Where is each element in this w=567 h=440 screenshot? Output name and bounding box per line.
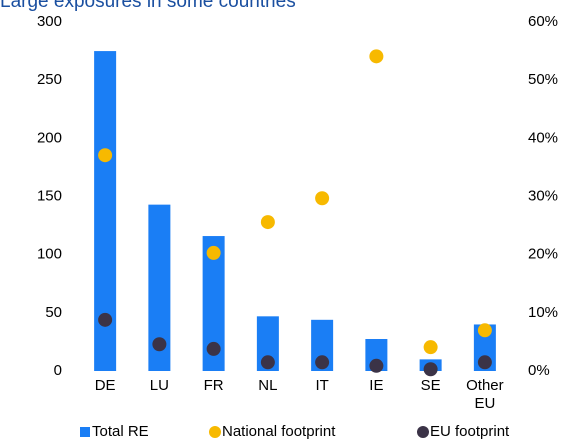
point (477, 323, 492, 338)
x-tick-label: DE (95, 377, 116, 394)
x-tick-label: NL (258, 377, 277, 394)
point (206, 245, 221, 260)
y-tick-label: 200 (37, 129, 62, 146)
point (315, 355, 330, 370)
point (315, 191, 330, 206)
legend-swatch (417, 426, 429, 438)
point (152, 337, 167, 352)
chart-title: Large exposures in some countries (0, 0, 296, 12)
bar (256, 316, 279, 371)
point (98, 148, 113, 163)
y2-tick-label: 40% (528, 129, 558, 146)
y-tick-label: 100 (37, 246, 62, 263)
point (98, 312, 113, 327)
y2-tick-label: 20% (528, 246, 558, 263)
y-tick-label: 250 (37, 71, 62, 88)
y-tick-label: 150 (37, 187, 62, 204)
point (369, 358, 384, 373)
point (260, 215, 275, 230)
y-tick-label: 0 (54, 362, 62, 379)
legend-label: EU footprint (430, 423, 510, 440)
x-tick-label: IE (369, 377, 383, 394)
y-tick-label: 50 (45, 304, 62, 321)
x-tick-label: LU (150, 377, 169, 394)
point (206, 341, 221, 356)
point (260, 355, 275, 370)
legend-label: Total RE (92, 423, 149, 440)
x-tick-label: Other EU (466, 377, 504, 412)
legend-label: National footprint (222, 423, 336, 440)
y-tick-label: 300 (37, 13, 62, 30)
x-tick-label: SE (421, 377, 441, 394)
y2-tick-label: 50% (528, 71, 558, 88)
point (423, 340, 438, 355)
x-tick-label: FR (204, 377, 224, 394)
point (423, 362, 438, 377)
bar (202, 236, 225, 371)
legend-swatch (80, 427, 90, 437)
point (369, 49, 384, 64)
bar (94, 51, 117, 371)
y2-tick-label: 0% (528, 362, 550, 379)
x-tick-label: IT (315, 377, 328, 394)
y2-tick-label: 30% (528, 187, 558, 204)
y2-tick-label: 60% (528, 13, 558, 30)
bar (148, 204, 171, 371)
legend-swatch (209, 426, 221, 438)
point (477, 355, 492, 370)
y2-tick-label: 10% (528, 304, 558, 321)
